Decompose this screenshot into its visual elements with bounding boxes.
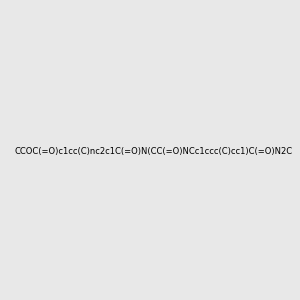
Text: CCOC(=O)c1cc(C)nc2c1C(=O)N(CC(=O)NCc1ccc(C)cc1)C(=O)N2C: CCOC(=O)c1cc(C)nc2c1C(=O)N(CC(=O)NCc1ccc…	[15, 147, 293, 156]
